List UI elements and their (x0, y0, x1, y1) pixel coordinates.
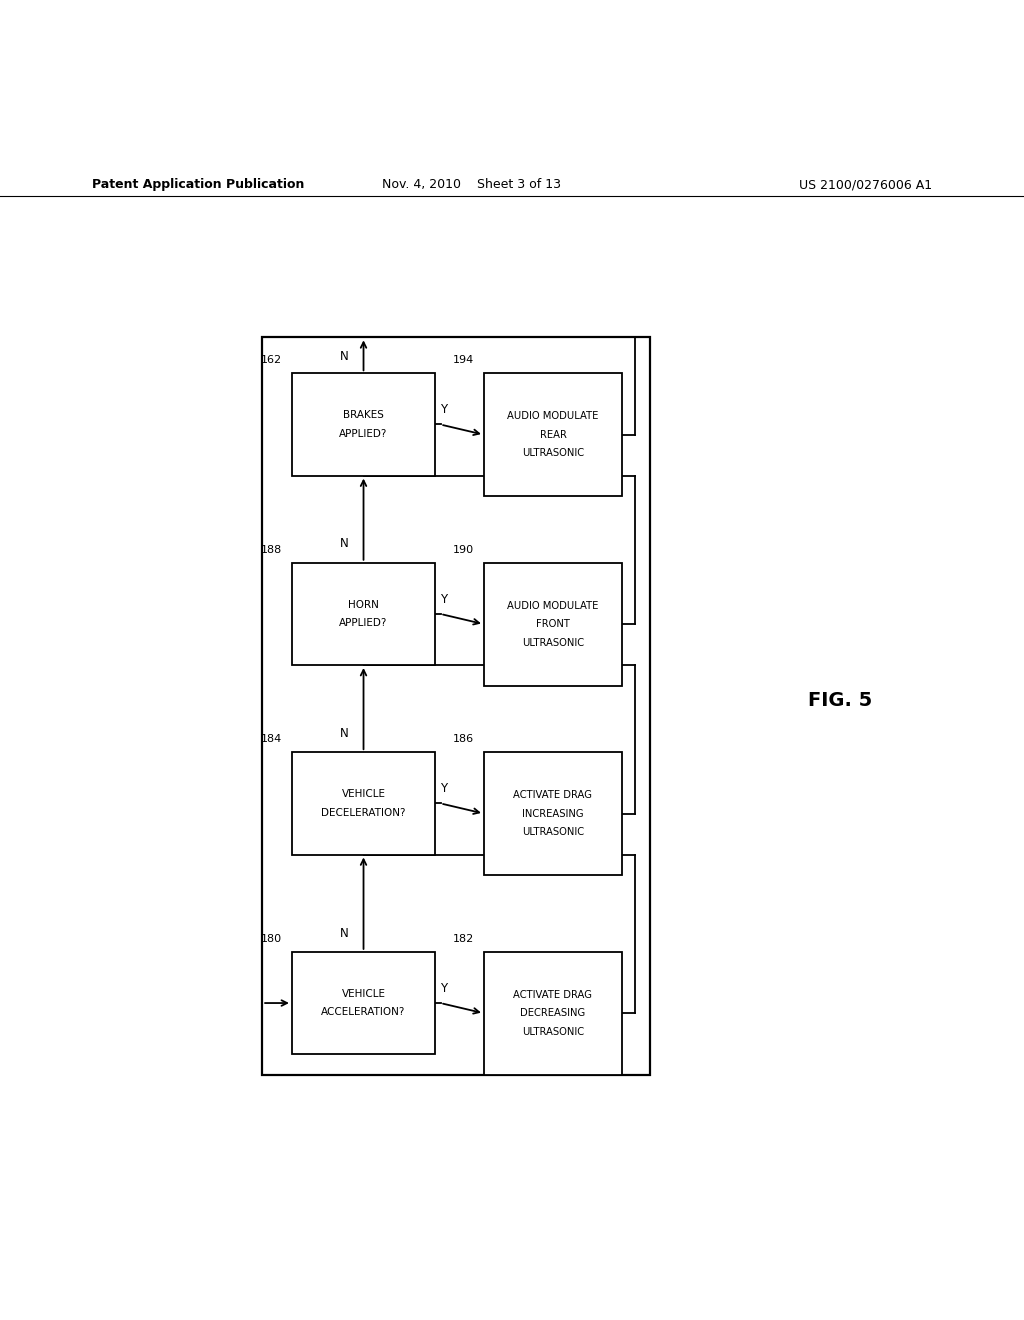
Text: INCREASING: INCREASING (522, 809, 584, 818)
Text: Nov. 4, 2010    Sheet 3 of 13: Nov. 4, 2010 Sheet 3 of 13 (382, 178, 560, 191)
Text: ULTRASONIC: ULTRASONIC (522, 828, 584, 837)
FancyBboxPatch shape (292, 374, 435, 475)
Text: US 2100/0276006 A1: US 2100/0276006 A1 (799, 178, 932, 191)
Text: FIG. 5: FIG. 5 (808, 692, 871, 710)
Text: N: N (339, 927, 348, 940)
Text: DECELERATION?: DECELERATION? (322, 808, 406, 817)
FancyBboxPatch shape (484, 562, 623, 685)
Text: ULTRASONIC: ULTRASONIC (522, 638, 584, 648)
Text: 194: 194 (453, 355, 473, 366)
Text: AUDIO MODULATE: AUDIO MODULATE (507, 601, 599, 611)
Text: REAR: REAR (540, 430, 566, 440)
Text: ULTRASONIC: ULTRASONIC (522, 1027, 584, 1036)
Text: HORN: HORN (348, 599, 379, 610)
FancyBboxPatch shape (484, 374, 623, 496)
Text: 182: 182 (453, 933, 473, 944)
Text: Y: Y (440, 783, 447, 795)
Text: Y: Y (440, 593, 447, 606)
FancyBboxPatch shape (292, 562, 435, 665)
Text: N: N (339, 537, 348, 550)
Text: ACCELERATION?: ACCELERATION? (322, 1007, 406, 1018)
Text: N: N (339, 350, 348, 363)
Text: 188: 188 (260, 545, 282, 554)
Text: AUDIO MODULATE: AUDIO MODULATE (507, 412, 599, 421)
Text: VEHICLE: VEHICLE (342, 789, 385, 799)
Text: BRAKES: BRAKES (343, 411, 384, 420)
Text: ACTIVATE DRAG: ACTIVATE DRAG (513, 791, 593, 800)
Text: 186: 186 (453, 734, 473, 744)
Text: Patent Application Publication: Patent Application Publication (92, 178, 304, 191)
FancyBboxPatch shape (484, 952, 623, 1074)
Text: DECREASING: DECREASING (520, 1008, 586, 1018)
Text: ACTIVATE DRAG: ACTIVATE DRAG (513, 990, 593, 999)
Text: 190: 190 (453, 545, 473, 554)
FancyBboxPatch shape (484, 752, 623, 875)
Text: Y: Y (440, 982, 447, 995)
Text: Y: Y (440, 404, 447, 416)
Text: APPLIED?: APPLIED? (339, 618, 388, 628)
Text: FRONT: FRONT (536, 619, 570, 630)
Text: APPLIED?: APPLIED? (339, 429, 388, 438)
Text: ULTRASONIC: ULTRASONIC (522, 449, 584, 458)
Text: 184: 184 (260, 734, 282, 744)
Text: N: N (339, 727, 348, 741)
Text: 162: 162 (260, 355, 282, 366)
FancyBboxPatch shape (292, 752, 435, 854)
FancyBboxPatch shape (292, 952, 435, 1055)
Text: VEHICLE: VEHICLE (342, 989, 385, 999)
Text: 180: 180 (260, 933, 282, 944)
